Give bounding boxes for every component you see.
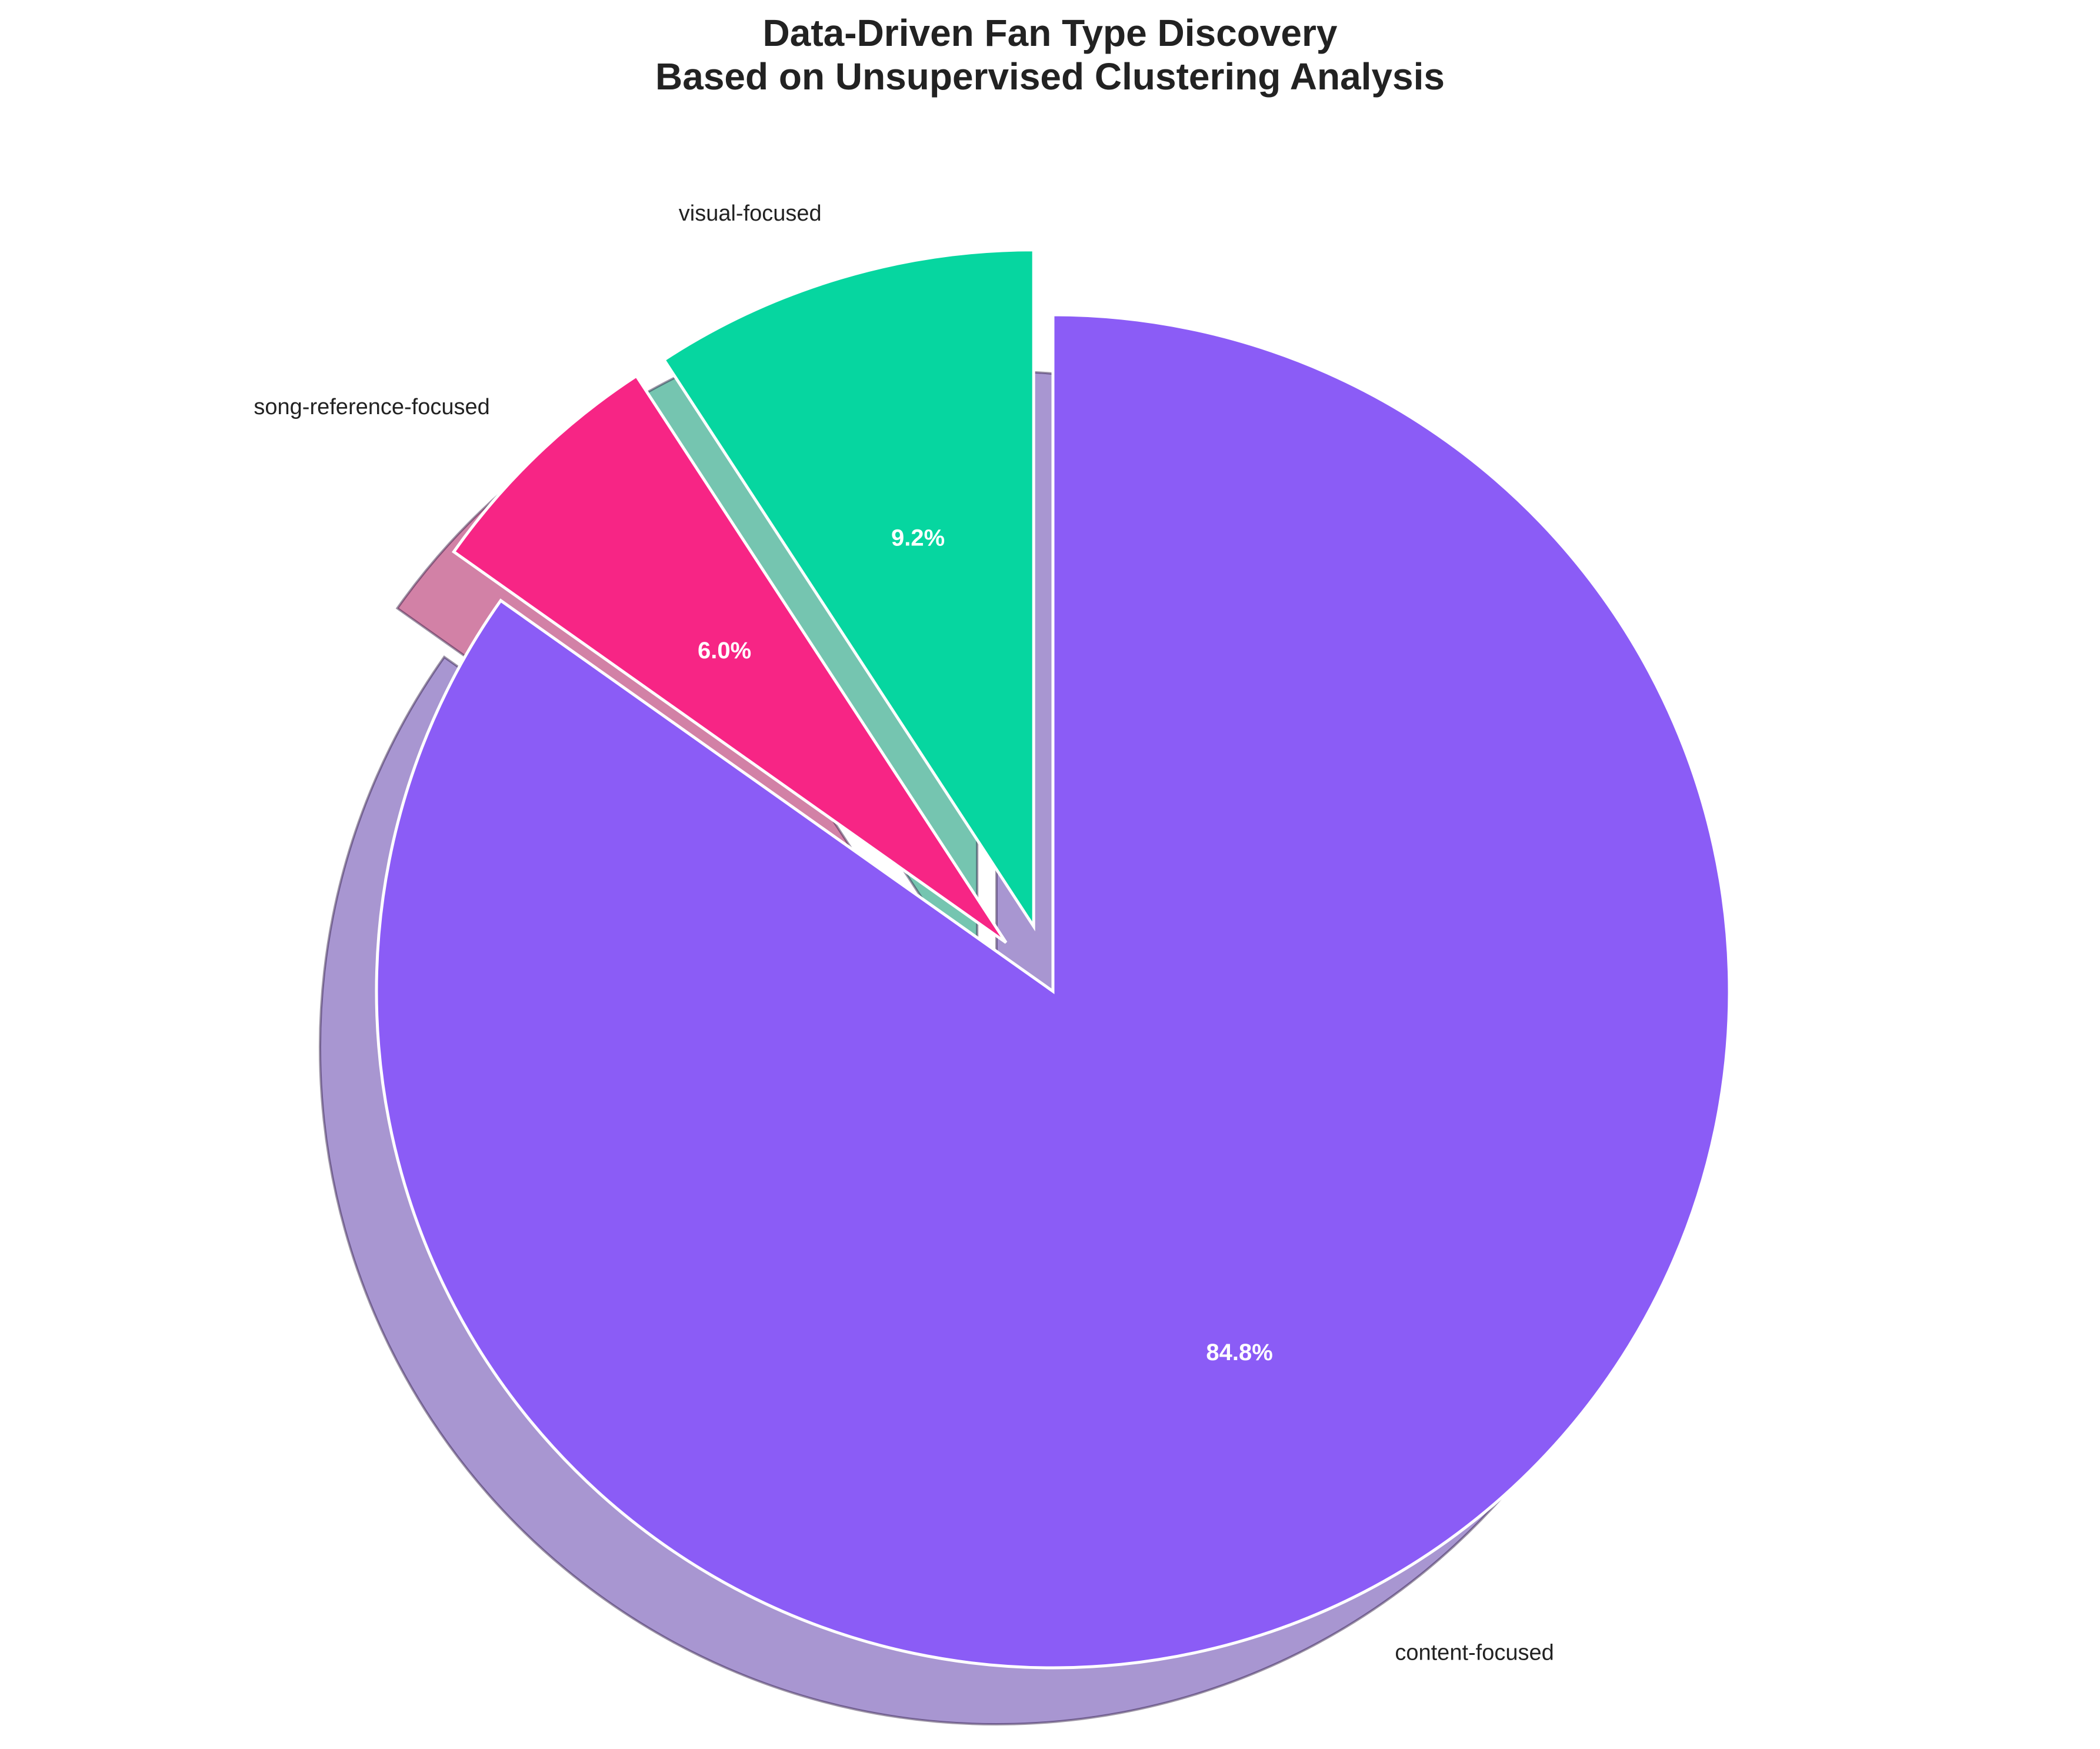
slice-content-focused bbox=[375, 313, 1731, 1670]
slice-label-content-focused: content-focused bbox=[1395, 1640, 1554, 1665]
slice-percent-content-focused: 84.8% bbox=[1206, 1340, 1272, 1365]
slice-label-visual-focused: visual-focused bbox=[679, 201, 822, 226]
pie-slices bbox=[375, 248, 1731, 1670]
slice-visual-focused bbox=[662, 248, 1035, 932]
slice-labels: content-focused 84.8% song-reference-focus… bbox=[254, 201, 1554, 1665]
chart-subtitle: Based on Unsupervised Clustering Analysi… bbox=[655, 55, 1445, 98]
slice-label-song-reference-focused: song-reference-focused bbox=[254, 395, 489, 419]
slice-song-reference-focused bbox=[451, 374, 1008, 944]
slice-percent-song-reference-focused: 6.0% bbox=[698, 638, 751, 664]
chart-title: Data-Driven Fan Type Discovery bbox=[763, 12, 1338, 54]
slice-percent-visual-focused: 9.2% bbox=[891, 525, 945, 551]
